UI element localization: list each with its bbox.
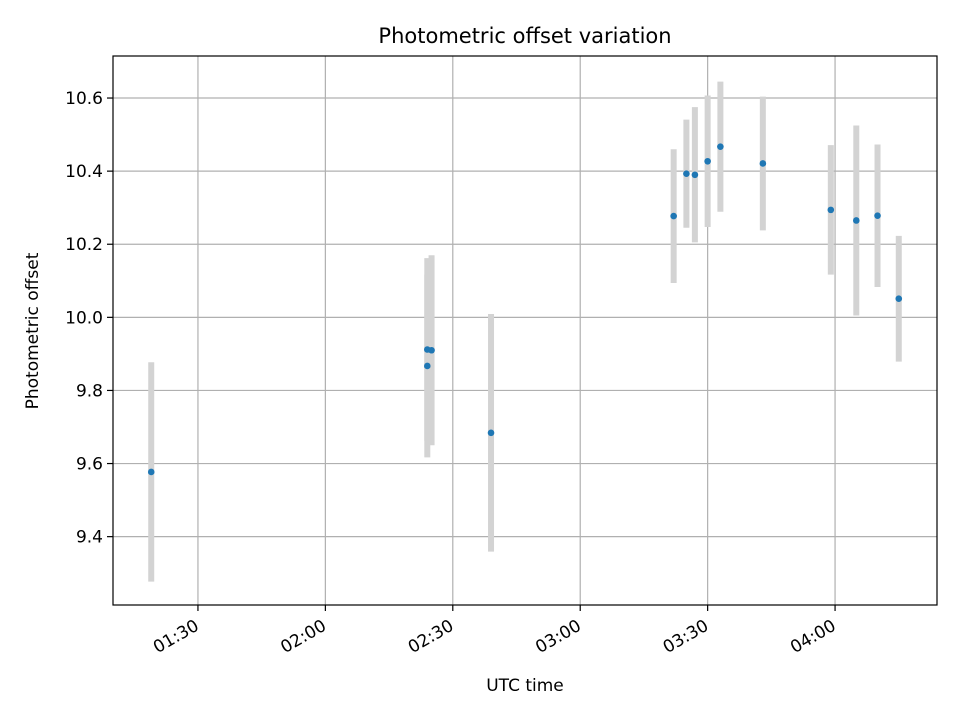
y-tick-label: 9.8: [76, 381, 103, 401]
data-point: [827, 206, 835, 214]
y-axis-label: Photometric offset: [23, 252, 43, 409]
data-point: [852, 217, 860, 224]
data-point: [759, 160, 767, 167]
data-point: [683, 170, 690, 177]
data-point: [874, 212, 881, 220]
data-point: [704, 157, 711, 165]
x-axis-label: UTC time: [486, 676, 564, 696]
data-point: [895, 295, 903, 303]
data-point: [670, 212, 677, 220]
y-tick-label: 9.4: [76, 528, 103, 548]
plot-frame: [112, 55, 938, 606]
data-point: [691, 171, 699, 179]
data-point: [424, 362, 431, 370]
data-point: [147, 468, 155, 476]
y-tick-label: 10.4: [65, 162, 103, 182]
y-tick-label: 10.0: [65, 308, 103, 328]
chart-title: Photometric offset variation: [378, 24, 671, 48]
data-point: [487, 429, 495, 437]
y-tick-label: 10.6: [65, 89, 103, 109]
y-tick-label: 9.6: [76, 455, 103, 475]
data-point: [428, 346, 435, 354]
grid: [113, 56, 937, 605]
data-point: [717, 143, 724, 150]
y-axis-ticks: 9.4 9.6 9.8 10.0 10.2 10.4 10.6: [65, 89, 113, 548]
data-points: [147, 143, 903, 476]
y-tick-label: 10.2: [65, 235, 103, 255]
